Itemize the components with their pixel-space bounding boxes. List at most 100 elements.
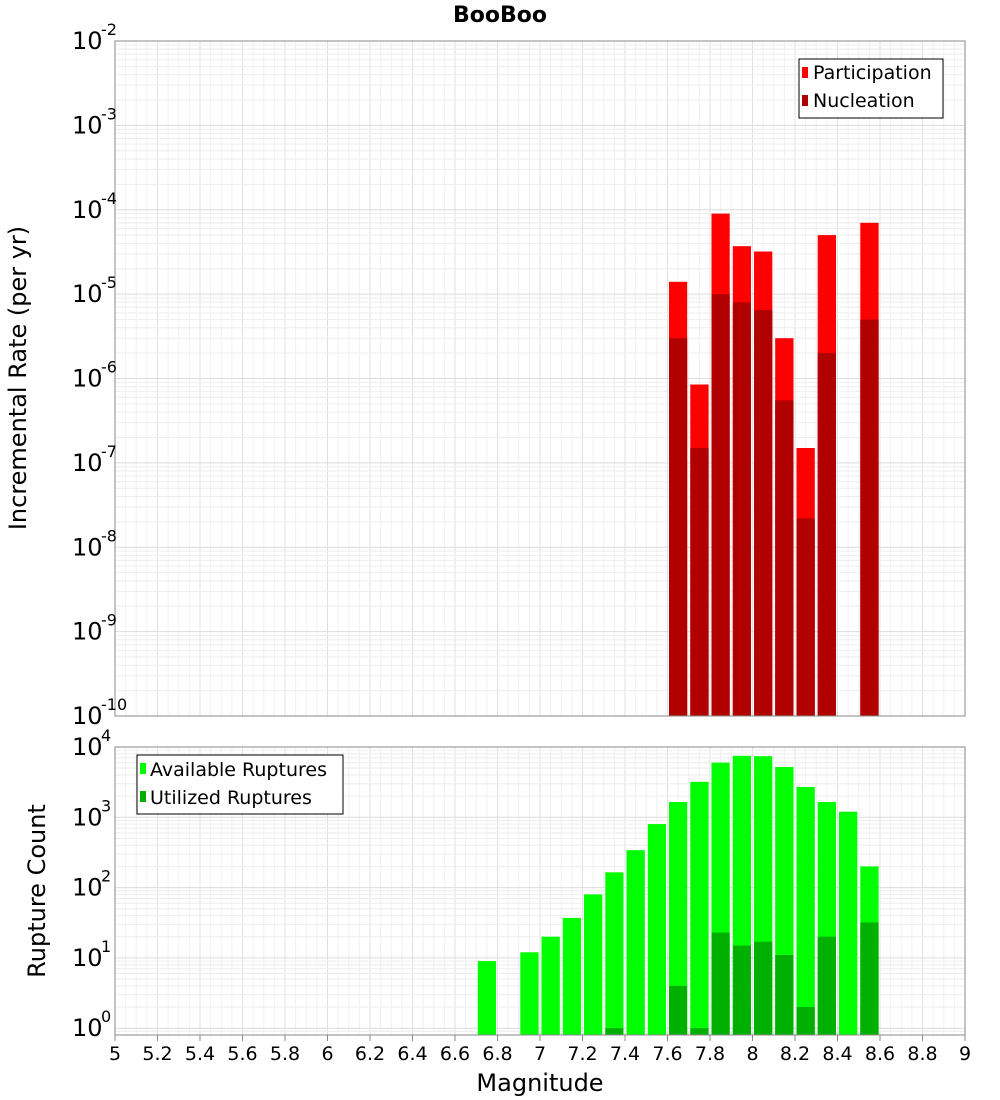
x-tick-label: 5.2 bbox=[142, 1043, 172, 1065]
y-tick-base: 10 bbox=[72, 803, 103, 831]
utilized-bar bbox=[796, 1007, 815, 1035]
available-bar bbox=[584, 894, 603, 1035]
utilized-legend-swatch bbox=[140, 791, 146, 802]
y-tick-exponent: 1 bbox=[101, 937, 111, 956]
y-tick-base: 10 bbox=[72, 280, 103, 308]
x-tick-label: 8.4 bbox=[822, 1043, 852, 1065]
y-tick-label: 100 bbox=[72, 1007, 111, 1042]
y-tick-exponent: -10 bbox=[101, 695, 127, 714]
y-tick-base: 10 bbox=[72, 1014, 103, 1042]
y-tick-exponent: -7 bbox=[101, 442, 117, 461]
x-tick-label: 8.2 bbox=[780, 1043, 810, 1065]
y-tick-label: 104 bbox=[72, 726, 111, 761]
y-tick-exponent: -6 bbox=[101, 358, 117, 377]
utilized-bar bbox=[732, 945, 751, 1035]
rate-grid bbox=[114, 40, 965, 717]
x-tick-label: 8 bbox=[746, 1043, 758, 1065]
y-tick-base: 10 bbox=[72, 111, 103, 139]
x-tick-label: 6 bbox=[321, 1043, 333, 1065]
y-tick-exponent: -3 bbox=[101, 104, 117, 123]
nucleation-legend-swatch bbox=[802, 95, 808, 106]
nucleation-bar bbox=[860, 319, 879, 716]
nucleation-bar bbox=[711, 294, 730, 716]
x-tick-label: 7.4 bbox=[610, 1043, 640, 1065]
y-tick-exponent: 4 bbox=[101, 726, 111, 745]
x-tick-label: 7.8 bbox=[695, 1043, 725, 1065]
y-tick-base: 10 bbox=[72, 874, 103, 902]
x-tick-label: 5.8 bbox=[270, 1043, 300, 1065]
nucleation-bar bbox=[669, 338, 688, 716]
participation-legend-swatch bbox=[802, 67, 808, 78]
available-bar bbox=[520, 952, 539, 1035]
rate-legend: Participation Nucleation bbox=[798, 58, 944, 119]
rate-y-axis-label: Incremental Rate (per yr) bbox=[4, 226, 32, 530]
x-tick-label: 6.2 bbox=[355, 1043, 385, 1065]
rate-bars bbox=[669, 213, 879, 717]
x-tick-label: 5.4 bbox=[185, 1043, 215, 1065]
y-tick-label: 102 bbox=[72, 867, 111, 902]
y-tick-label: 10-8 bbox=[72, 526, 117, 561]
y-tick-base: 10 bbox=[72, 449, 103, 477]
y-tick-label: 103 bbox=[72, 796, 111, 831]
available-bar bbox=[605, 872, 624, 1035]
x-tick-label: 5.6 bbox=[227, 1043, 257, 1065]
y-tick-label: 101 bbox=[72, 937, 111, 972]
x-tick-label: 5 bbox=[109, 1043, 121, 1065]
nucleation-bar bbox=[754, 309, 773, 716]
y-tick-base: 10 bbox=[72, 365, 103, 393]
y-tick-base: 10 bbox=[72, 702, 103, 730]
chart-title: BooBoo bbox=[453, 3, 547, 28]
nucleation-bar bbox=[817, 353, 836, 716]
utilized-bar bbox=[817, 936, 836, 1035]
y-tick-base: 10 bbox=[72, 618, 103, 646]
utilized-bar bbox=[605, 1028, 624, 1035]
utilized-legend-label: Utilized Ruptures bbox=[150, 787, 312, 809]
utilized-bar bbox=[690, 1028, 709, 1035]
rupture-legend: Available Ruptures Utilized Ruptures bbox=[136, 754, 344, 815]
y-tick-base: 10 bbox=[72, 196, 103, 224]
available-bar bbox=[541, 936, 560, 1035]
x-tick-label: 8.8 bbox=[907, 1043, 937, 1065]
available-bar bbox=[626, 850, 645, 1035]
x-tick-label: 6.6 bbox=[440, 1043, 470, 1065]
y-tick-label: 10-4 bbox=[72, 189, 117, 224]
utilized-bar bbox=[669, 985, 688, 1035]
y-tick-base: 10 bbox=[72, 733, 103, 761]
available-legend-swatch bbox=[140, 763, 146, 774]
available-legend-label: Available Ruptures bbox=[150, 759, 327, 781]
available-bar bbox=[669, 802, 688, 1035]
y-tick-base: 10 bbox=[72, 533, 103, 561]
available-bar bbox=[562, 917, 581, 1035]
y-tick-exponent: 0 bbox=[101, 1007, 111, 1026]
x-tick-label: 6.8 bbox=[482, 1043, 512, 1065]
y-tick-exponent: -9 bbox=[101, 611, 117, 630]
x-tick-label: 9 bbox=[959, 1043, 971, 1065]
y-tick-label: 10-5 bbox=[72, 273, 117, 308]
utilized-bar bbox=[754, 941, 773, 1035]
y-tick-label: 10-7 bbox=[72, 442, 117, 477]
y-tick-label: 10-6 bbox=[72, 358, 117, 393]
y-tick-exponent: 3 bbox=[101, 796, 111, 815]
utilized-bar bbox=[711, 932, 730, 1035]
utilized-bar bbox=[775, 955, 794, 1035]
x-tick-label: 7.2 bbox=[567, 1043, 597, 1065]
rate-plot-border bbox=[114, 40, 966, 717]
nucleation-legend-label: Nucleation bbox=[813, 90, 915, 112]
x-axis-label: Magnitude bbox=[476, 1069, 603, 1097]
x-tick-label: 7 bbox=[534, 1043, 546, 1065]
x-tick-label: 7.6 bbox=[652, 1043, 682, 1065]
y-tick-exponent: -8 bbox=[101, 526, 117, 545]
nucleation-bar bbox=[732, 302, 751, 716]
x-axis-ticks: 5 5.2 5.4 5.6 5.8 6 6.2 6.4 6.6 6.8 7 7.2 7.4 7.6 7.8 8… bbox=[109, 1035, 971, 1065]
available-bar bbox=[477, 961, 496, 1035]
rate-legend-box bbox=[798, 58, 944, 119]
y-tick-label: 10-9 bbox=[72, 611, 117, 646]
available-bar bbox=[839, 811, 858, 1035]
y-tick-label: 10-10 bbox=[72, 695, 127, 730]
utilized-bar bbox=[860, 922, 879, 1035]
y-tick-label: 10-3 bbox=[72, 104, 117, 139]
